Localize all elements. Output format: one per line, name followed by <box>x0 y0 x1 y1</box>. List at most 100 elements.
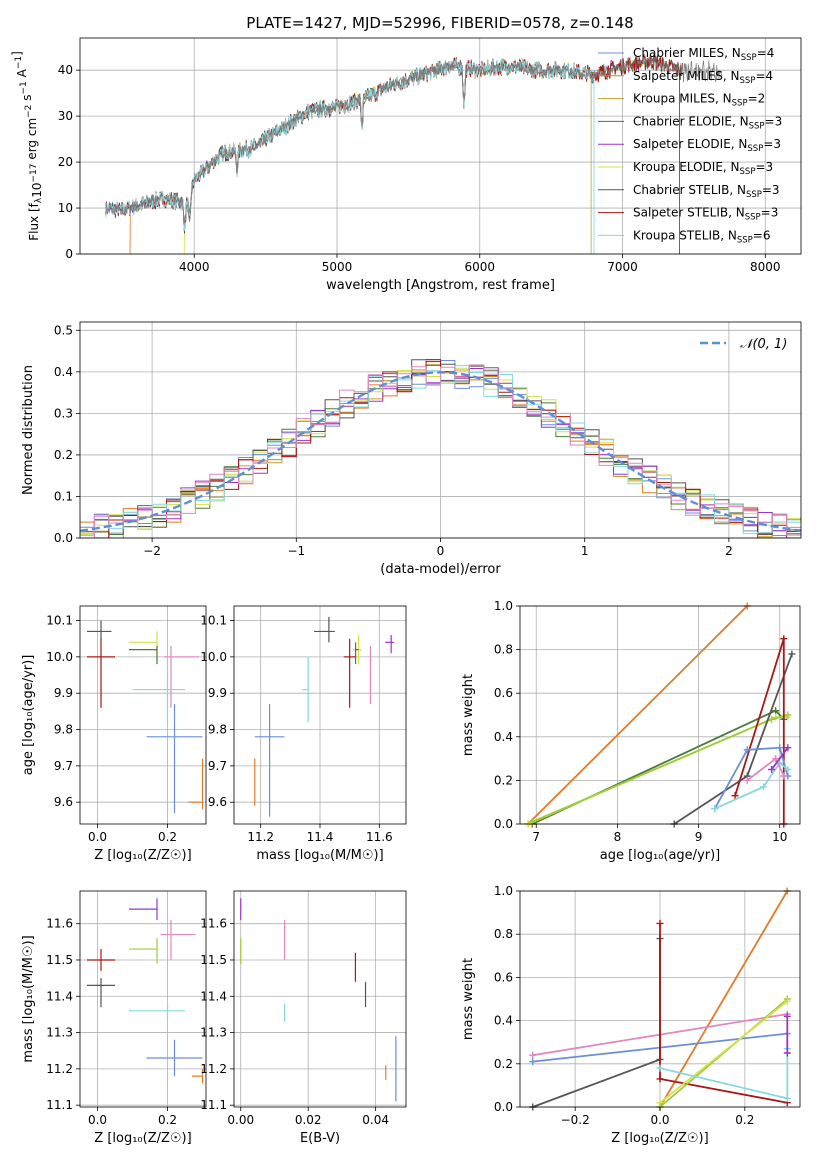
histogram-step <box>80 360 801 538</box>
errorbar-point <box>87 620 112 643</box>
weight-marker <box>784 766 792 773</box>
errorbar-point <box>354 642 359 665</box>
y-tick-label: 9.8 <box>208 723 227 737</box>
y-tick-label: 11.4 <box>46 989 73 1003</box>
weight-marker <box>656 1064 664 1072</box>
mass_vs_ebv-axes-frame <box>233 890 407 1108</box>
mass_vs_Z-x-axis-label: Z [log₁₀(Z/Z☉)] <box>94 1131 191 1146</box>
errorbar-point <box>129 645 158 665</box>
mass_vs_ebv-background <box>234 891 406 1107</box>
residual_hist-panel: −2 −1 0 1 2 0.0 0.1 0.2 0.3 0.4 0.5 (data-model)/er… <box>21 321 802 577</box>
weight-line <box>770 747 789 771</box>
y-tick-label: 0.2 <box>494 773 513 787</box>
errorbar-point <box>129 938 158 964</box>
weight_vs_age-background <box>520 606 800 824</box>
x-tick-label: 0.2 <box>158 830 177 844</box>
figure-title: PLATE=1427, MJD=52996, FIBERID=0578, z=0… <box>246 14 633 32</box>
x-tick-label: −1 <box>287 544 305 558</box>
x-tick-label: 0.00 <box>227 1113 254 1127</box>
x-tick-label: 5000 <box>322 260 353 274</box>
weight-marker <box>772 755 780 763</box>
legend-label: Kroupa ELODIE, NSSP=3 <box>633 160 773 177</box>
age_vs_mass-panel: 11.2 11.4 11.6 9.6 9.7 9.8 9.9 10.0 10.1 mass [lo… <box>200 605 407 863</box>
x-tick-label: 0.2 <box>158 1113 177 1127</box>
y-tick-label: 0.0 <box>494 1100 513 1114</box>
errorbar-point <box>314 616 335 643</box>
weight_vs_age-plot-area <box>524 602 796 828</box>
errorbar-point <box>302 656 309 723</box>
errorbar-point <box>192 1068 204 1084</box>
y-tick-label: 0.6 <box>494 686 513 700</box>
errorbar-point <box>87 949 115 971</box>
x-tick-label: 8 <box>614 830 622 844</box>
y-tick-label: 1.0 <box>494 884 513 898</box>
y-tick-label: 11.2 <box>46 1062 73 1076</box>
y-tick-label: 9.8 <box>54 723 73 737</box>
weight-series <box>656 1045 791 1102</box>
weight-marker <box>780 635 788 643</box>
x-tick-label: −2 <box>143 544 161 558</box>
age_vs_Z-plot-area <box>87 620 204 814</box>
weight-marker <box>780 772 788 780</box>
y-tick-label: 0.0 <box>494 817 513 831</box>
errorbar-point <box>87 638 115 708</box>
y-tick-label: 0.4 <box>494 730 513 744</box>
y-tick-label: 10.0 <box>46 650 73 664</box>
errorbar-point <box>188 758 204 810</box>
y-tick-label: 40 <box>58 63 73 77</box>
age_vs_Z-background <box>80 606 206 824</box>
weight_vs_age-axes-frame <box>519 605 801 825</box>
errorbar-point <box>146 704 203 814</box>
mass_vs_Z-y-axis-label: mass [log₁₀(M/M☉)] <box>21 935 36 1062</box>
y-tick-label: 0.2 <box>54 448 73 462</box>
weight-marker <box>784 744 792 752</box>
weight-marker <box>711 805 719 813</box>
spectrum-panel: 4000 5000 6000 7000 8000 0 10 20 30 40 wavelength … <box>10 37 802 293</box>
weight-marker <box>529 1051 537 1059</box>
residual_hist-x-axis-label: (data-model)/error <box>380 562 501 577</box>
weight-marker <box>783 1012 791 1020</box>
legend-label: 𝒩(0, 1) <box>740 337 787 352</box>
weight-marker <box>783 1094 791 1102</box>
errorbar-point <box>129 898 158 921</box>
weight-marker <box>731 792 739 800</box>
errorbar-point <box>254 704 285 817</box>
weight-marker <box>768 766 776 773</box>
weight-marker <box>772 707 780 715</box>
legend-label: Kroupa STELIB, NSSP=6 <box>633 228 771 245</box>
mass_vs_Z-plot-area <box>87 898 204 1084</box>
weight-marker <box>656 1075 664 1083</box>
y-tick-label: 9.7 <box>208 759 227 773</box>
x-tick-label: 0.0 <box>88 830 107 844</box>
weight-series <box>711 744 792 813</box>
age_vs_mass-x-axis-label: mass [log₁₀(M/M☉)] <box>256 848 383 863</box>
mass_vs_ebv-x-axis-label: E(B-V) <box>300 1131 340 1146</box>
weight-series <box>711 759 792 813</box>
errorbar-point <box>129 1003 185 1022</box>
y-tick-label: 11.5 <box>46 953 73 967</box>
y-tick-label: 11.3 <box>46 1026 73 1040</box>
y-tick-label: 0.2 <box>494 1057 513 1071</box>
weight-marker <box>783 1049 791 1057</box>
age_vs_Z-axes-frame <box>79 605 207 825</box>
y-tick-label: 10 <box>58 201 73 215</box>
age_vs_Z-x-axis-label: Z [log₁₀(Z/Z☉)] <box>94 848 191 863</box>
errorbar-point <box>160 920 196 960</box>
spectrum-legend: Chabrier MILES, NSSP=4 Salpeter MILES, NS… <box>598 46 782 245</box>
weight-marker <box>743 746 751 754</box>
y-tick-label: 0.5 <box>54 323 73 337</box>
y-tick-label: 11.1 <box>200 1098 227 1112</box>
y-tick-label: 11.4 <box>200 989 227 1003</box>
y-tick-label: 0.1 <box>54 489 73 503</box>
weight-series <box>670 650 796 828</box>
mass_vs_Z-panel: 0.0 0.2 11.1 11.2 11.3 11.4 11.5 11.6 Z [log₁₀(Z… <box>21 890 207 1146</box>
weight-line <box>659 1000 788 1104</box>
y-tick-label: 0.3 <box>54 406 73 420</box>
x-tick-label: 6000 <box>464 260 495 274</box>
weight-line <box>714 761 789 810</box>
y-tick-label: 11.6 <box>46 917 73 931</box>
age_vs_mass-grid <box>234 606 406 824</box>
y-tick-label: 9.7 <box>54 759 73 773</box>
weight_vs_Z-plot-area <box>529 887 791 1111</box>
